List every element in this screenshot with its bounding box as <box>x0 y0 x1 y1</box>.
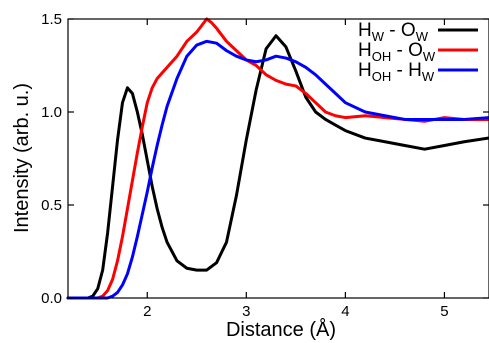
series-line-1 <box>66 34 489 300</box>
ticks-layer: 2 3 4 5 0.0 0.5 1.0 1.5 <box>41 11 489 320</box>
y-tick-label: 0.0 <box>41 290 62 307</box>
x-tick-label: 2 <box>143 303 151 320</box>
y-tick-label: 1.0 <box>41 104 62 121</box>
y-axis-title: Intensity (arb. u.) <box>11 83 33 233</box>
series-line-2 <box>66 17 489 300</box>
y-tick-label: 0.5 <box>41 197 62 214</box>
series-line-3 <box>66 39 489 300</box>
plot-frame <box>67 18 489 299</box>
legend-label-1: HW - OW <box>358 20 429 44</box>
x-axis-title: Distance (Å) <box>226 318 336 341</box>
series-layer <box>66 17 489 300</box>
y-tick-label: 1.5 <box>41 11 62 28</box>
legend-label-3: HOH - HW <box>358 60 435 84</box>
legend-label-2: HOH - OW <box>358 40 436 64</box>
x-tick-label: 3 <box>242 303 250 320</box>
x-tick-label: 5 <box>440 303 448 320</box>
x-tick-label: 4 <box>341 303 349 320</box>
